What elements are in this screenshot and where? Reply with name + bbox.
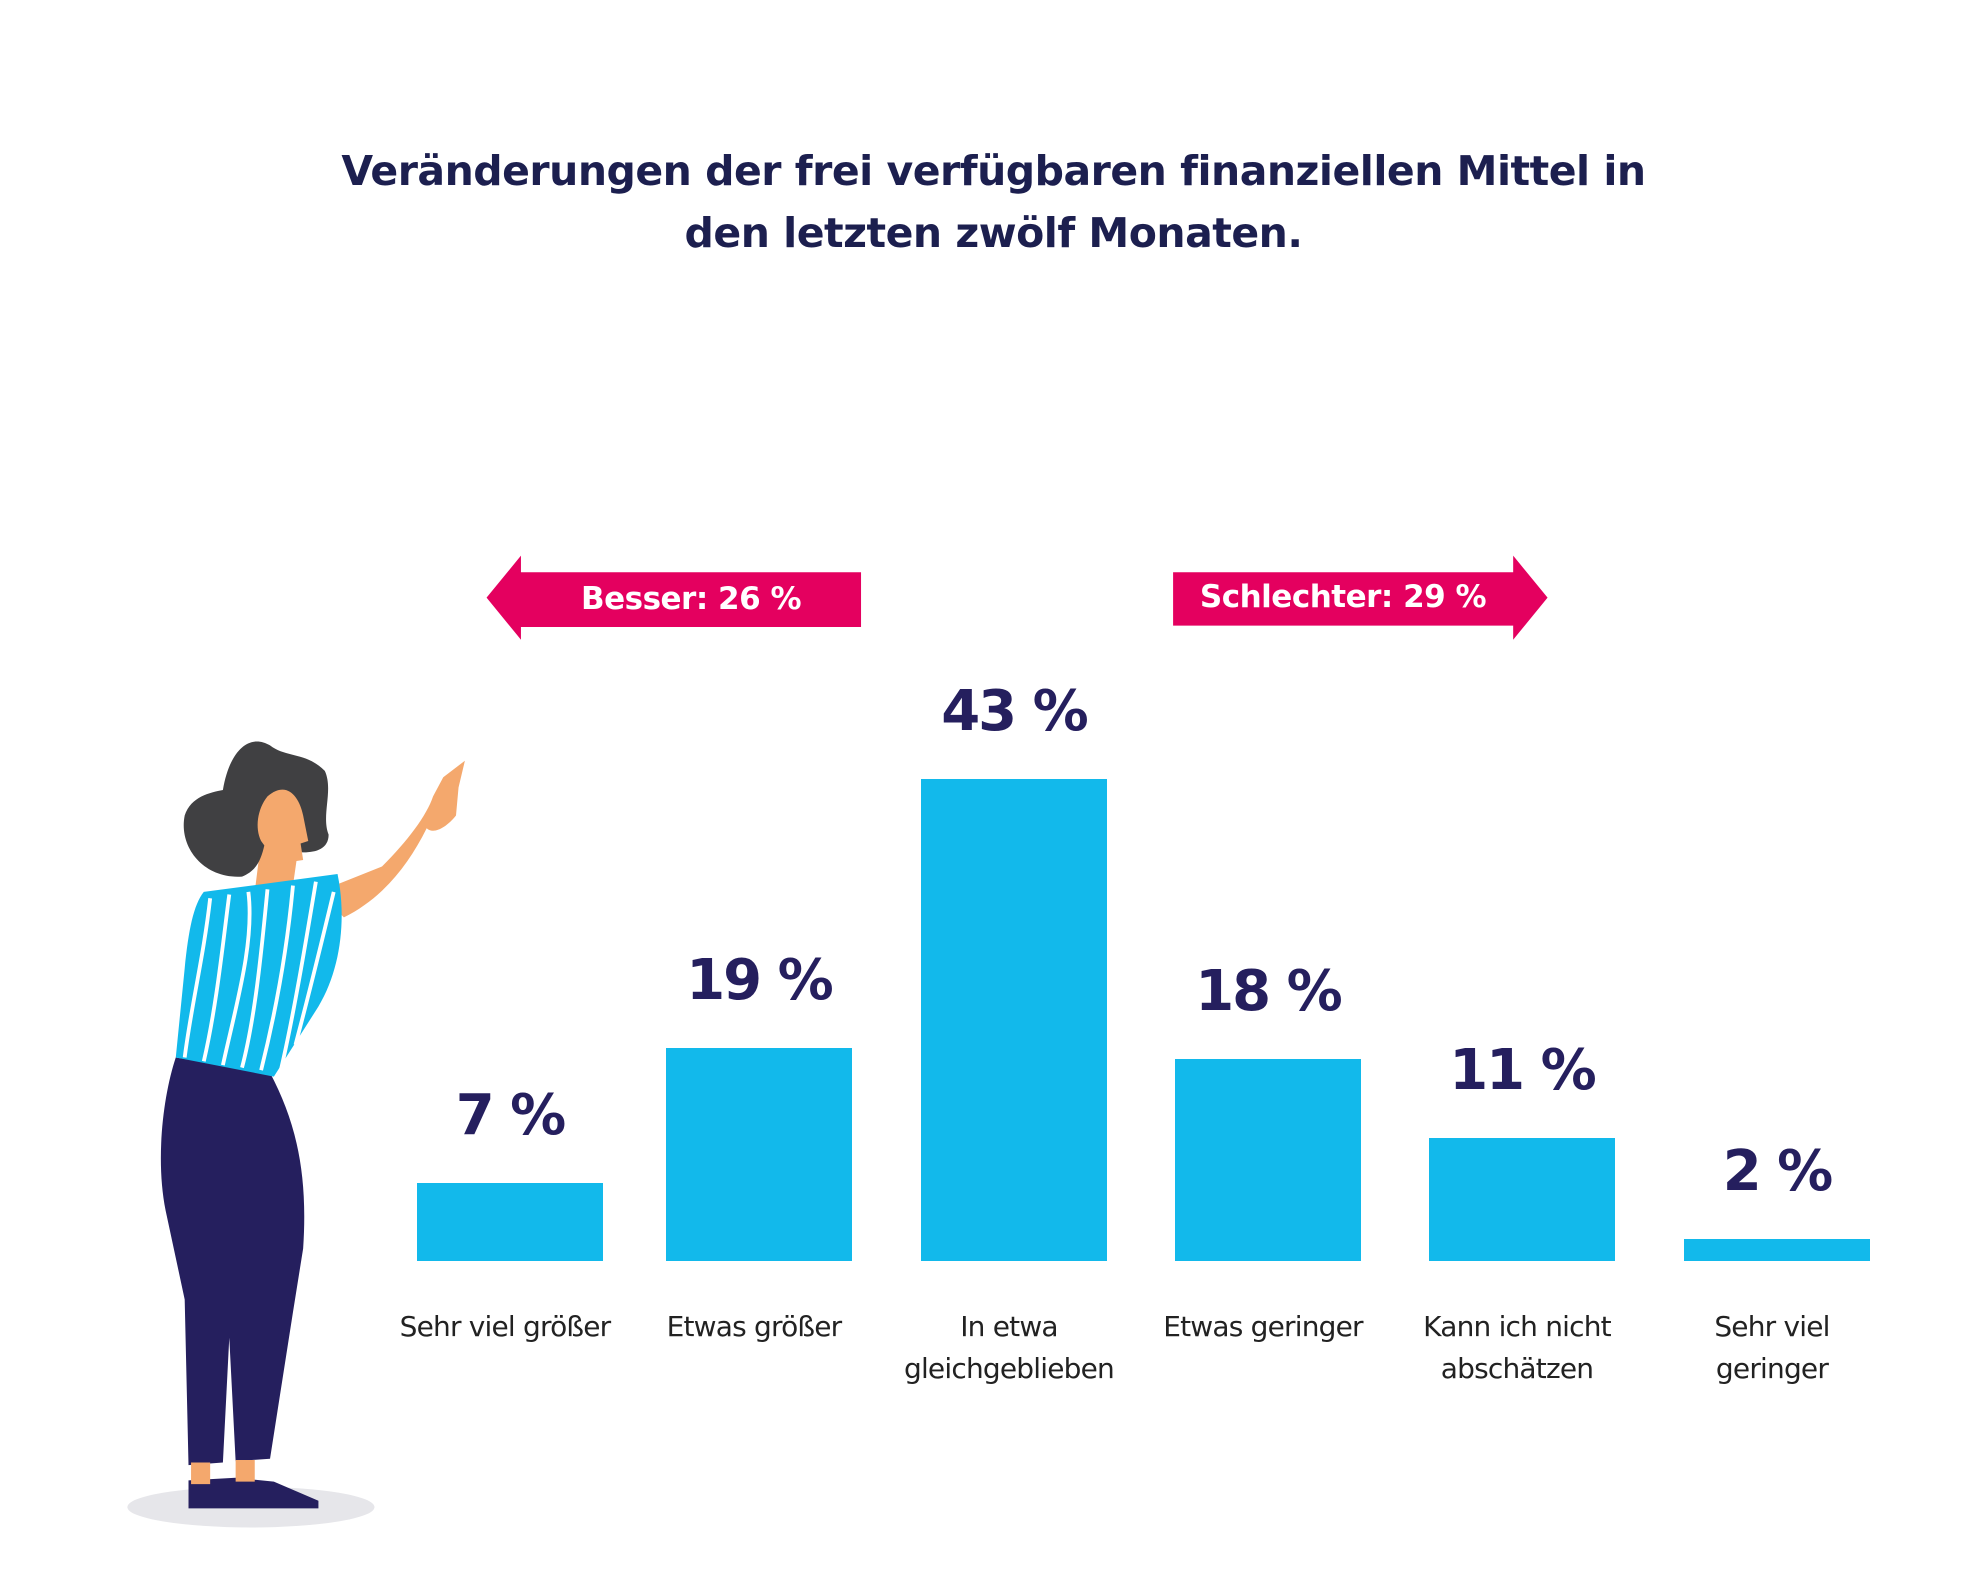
shirt-stripes [182, 881, 336, 1074]
schlechter-label: Schlechter: 29 % [1199, 579, 1487, 615]
schlechter-arrow [1173, 555, 1548, 640]
face [257, 789, 309, 864]
category-label: In etwa gleichgeblieben [879, 1306, 1139, 1390]
category-label: Etwas geringer [1133, 1306, 1393, 1348]
category-label: Sehr viel geringer [1642, 1306, 1902, 1390]
category-label-line: Sehr viel größer [399, 1310, 612, 1343]
data-label: 11 % [1449, 1037, 1597, 1103]
data-label: 7 % [455, 1082, 567, 1148]
data-label: 43 % [941, 679, 1089, 745]
category-label-line: Etwas größer [666, 1310, 843, 1343]
category-label: Kann ich nicht abschätzen [1387, 1306, 1647, 1390]
bar-1 [417, 1182, 603, 1261]
category-label-line: Etwas geringer [1163, 1310, 1363, 1343]
data-label: 2 % [1722, 1138, 1834, 1204]
bar-4 [1175, 1059, 1361, 1261]
title-line-1: Veränderungen der frei verfügbaren finan… [341, 147, 1646, 195]
besser-label: Besser: 26 % [580, 581, 802, 617]
bar-6 [1684, 1238, 1870, 1261]
category-label: Etwas größer [624, 1306, 884, 1348]
hair [183, 741, 329, 877]
category-label-line: geringer [1715, 1352, 1829, 1385]
bar-5 [1429, 1137, 1615, 1261]
data-label: 18 % [1195, 959, 1343, 1025]
category-label-line: In etwa [960, 1310, 1058, 1343]
category-label-line: Kann ich nicht [1423, 1310, 1611, 1343]
title-line-2: den letzten zwölf Monaten. [684, 209, 1303, 257]
arm [318, 760, 465, 918]
woman-pointing-illustration [127, 741, 465, 1528]
shoes [188, 1477, 319, 1509]
ankles [191, 1459, 255, 1485]
category-label-line: abschätzen [1440, 1352, 1594, 1385]
bar-2 [666, 1048, 852, 1261]
besser-arrow [486, 555, 862, 640]
bar-3 [921, 779, 1107, 1261]
data-label: 19 % [686, 948, 834, 1014]
category-label: Sehr viel größer [375, 1306, 635, 1348]
category-label-line: gleichgeblieben [903, 1352, 1115, 1385]
category-label-line: Sehr viel [1714, 1310, 1830, 1343]
chart-title: Veränderungen der frei verfügbaren finan… [0, 140, 1987, 264]
pants [160, 1057, 305, 1466]
